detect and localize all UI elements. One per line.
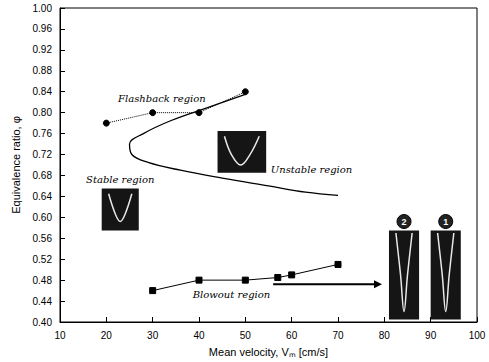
- svg-text:0.80: 0.80: [33, 107, 53, 118]
- svg-text:0.84: 0.84: [33, 86, 53, 97]
- svg-text:Blowout region: Blowout region: [192, 289, 271, 300]
- svg-text:0.92: 0.92: [33, 44, 53, 55]
- svg-text:0.52: 0.52: [33, 254, 53, 265]
- svg-text:0.96: 0.96: [33, 23, 53, 34]
- svg-text:0.72: 0.72: [33, 149, 53, 160]
- svg-text:40: 40: [193, 330, 205, 341]
- svg-text:20: 20: [101, 330, 113, 341]
- svg-text:Equivalence ratio, φ: Equivalence ratio, φ: [10, 116, 22, 214]
- svg-text:30: 30: [147, 330, 159, 341]
- svg-text:90: 90: [425, 330, 437, 341]
- svg-text:Unstable region: Unstable region: [271, 164, 352, 175]
- svg-text:0.76: 0.76: [33, 128, 53, 139]
- svg-text:Mean velocity, Vₘ [cm/s]: Mean velocity, Vₘ [cm/s]: [209, 346, 328, 358]
- svg-text:70: 70: [332, 330, 344, 341]
- svg-text:1.00: 1.00: [33, 3, 53, 14]
- svg-text:0.68: 0.68: [33, 170, 53, 181]
- svg-text:0.60: 0.60: [33, 212, 53, 223]
- svg-text:Flashback region: Flashback region: [117, 93, 206, 104]
- svg-text:10: 10: [54, 330, 66, 341]
- svg-text:0.64: 0.64: [33, 191, 53, 202]
- svg-text:0.44: 0.44: [33, 296, 53, 307]
- svg-text:80: 80: [379, 330, 391, 341]
- svg-text:0.40: 0.40: [33, 317, 53, 328]
- svg-text:100: 100: [469, 330, 486, 341]
- svg-text:50: 50: [240, 330, 252, 341]
- svg-text:0.56: 0.56: [33, 233, 53, 244]
- svg-text:Stable region: Stable region: [86, 174, 154, 185]
- svg-text:1: 1: [443, 217, 448, 227]
- svg-text:60: 60: [286, 330, 298, 341]
- svg-text:0.48: 0.48: [33, 275, 53, 286]
- svg-text:2: 2: [402, 217, 407, 227]
- svg-text:0.88: 0.88: [33, 65, 53, 76]
